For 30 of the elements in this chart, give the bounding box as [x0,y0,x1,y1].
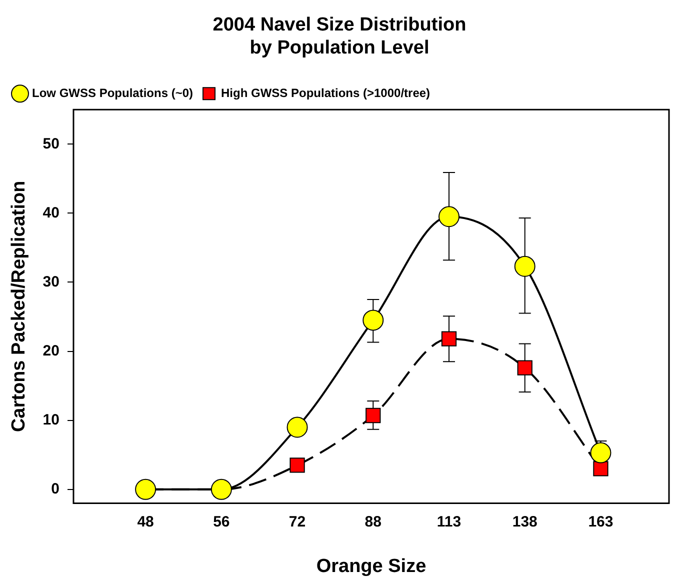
point [593,461,608,476]
x-tick-label: 113 [436,513,462,530]
point [438,206,460,228]
legend-label: High GWSS Populations (>1000/tree) [221,86,430,100]
point [362,310,384,331]
point [135,478,156,500]
point [290,458,305,473]
x-tick-label: 56 [213,513,230,530]
y-tick-label: 0 [51,480,60,498]
point [286,416,308,438]
point [366,408,381,424]
x-tick-label: 72 [288,513,306,530]
y-axis-title: Cartons Packed/Replication [8,180,30,432]
point [514,256,536,277]
x-tick-label: 163 [588,513,614,530]
x-axis-title: Orange Size [316,556,426,577]
y-tick-label: 10 [42,411,60,428]
legend-label: Low GWSS Populations (~0) [32,86,194,100]
point [590,442,612,464]
point [517,360,532,376]
chart-title: 2004 Navel Size Distribution by Population Level [212,14,466,58]
y-tick-label: 20 [42,342,60,360]
point [441,331,457,346]
point [210,478,232,500]
y-tick-label: 50 [42,135,60,152]
x-tick-label: 138 [512,513,538,530]
x-tick-label: 48 [137,513,154,530]
y-tick-label: 40 [42,204,60,222]
x-tick-label: 88 [364,513,382,530]
y-tick-label: 30 [42,273,60,290]
